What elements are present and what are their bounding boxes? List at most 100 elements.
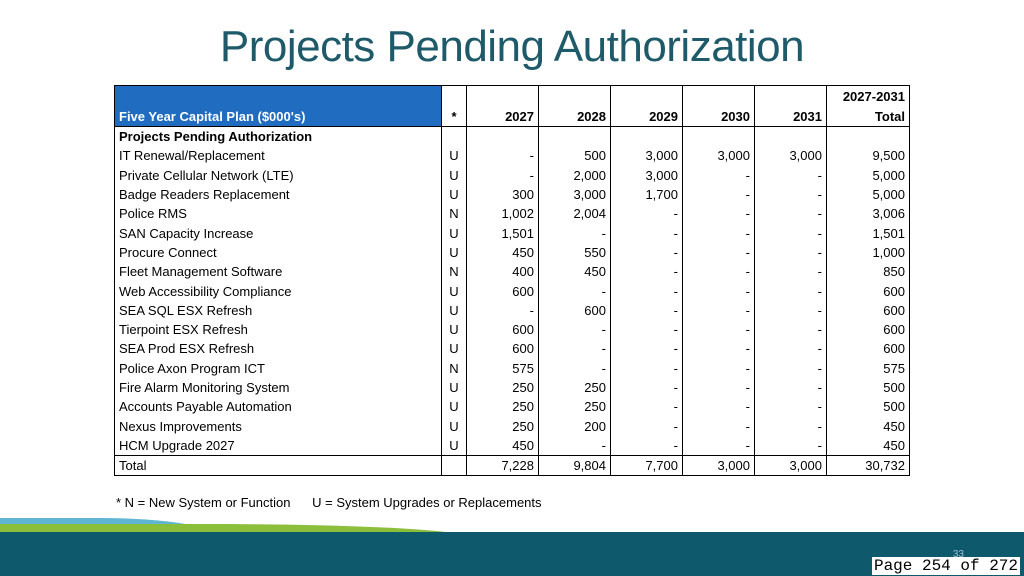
year-value: - xyxy=(610,435,683,456)
year-value: 575 xyxy=(466,358,539,378)
row-total: 3,006 xyxy=(826,204,910,224)
table-row: Procure Connect U 450 550- - -1,000 xyxy=(115,242,910,263)
year-value: 600 xyxy=(538,300,611,320)
year-value: - xyxy=(754,416,827,436)
row-total: 1,501 xyxy=(826,223,910,243)
year-value: 450 xyxy=(466,242,539,263)
total-year-value: 7,700 xyxy=(610,455,683,477)
year-value: 550 xyxy=(538,242,611,263)
project-flag: U xyxy=(441,300,467,320)
year-header: 2030 xyxy=(682,107,755,127)
project-flag: U xyxy=(441,397,467,417)
table-row: Nexus Improvements U 250 200- - -450 xyxy=(115,416,910,436)
year-value: - xyxy=(754,223,827,243)
project-flag: U xyxy=(441,146,467,166)
row-total: 5,000 xyxy=(826,165,910,185)
table-row: Fire Alarm Monitoring System U 250 250- - -50… xyxy=(115,377,910,398)
table-row: IT Renewal/Replacement U -500 3,000 3,000 3,0… xyxy=(115,146,910,166)
project-flag: U xyxy=(441,377,467,398)
year-value: - xyxy=(754,319,827,340)
project-name: Procure Connect xyxy=(119,244,217,260)
year-value: 3,000 xyxy=(610,165,683,185)
table-row: HCM Upgrade 2027 U 450- - - -450 xyxy=(115,435,910,456)
project-name: Tierpoint ESX Refresh xyxy=(119,322,248,338)
year-value: 600 xyxy=(466,319,539,340)
footnote-new: * N = New System or Function xyxy=(116,495,291,510)
year-value: 500 xyxy=(538,146,611,166)
project-name: SEA Prod ESX Refresh xyxy=(119,341,255,357)
table-row: Badge Readers Replacement U 300 3,000 1,700-… xyxy=(115,184,910,205)
year-value: - xyxy=(610,281,683,301)
page-title: Projects Pending Authorization xyxy=(219,22,805,71)
year-value: 450 xyxy=(466,435,539,456)
year-value: 600 xyxy=(466,339,539,359)
year-value: - xyxy=(610,377,683,398)
table-row: Tierpoint ESX Refresh U 600- - - -600 xyxy=(115,319,910,340)
year-value: - xyxy=(538,435,611,456)
year-value: - xyxy=(610,300,683,320)
table-row: Private Cellular Network (LTE) U -2,000 3,0… xyxy=(115,165,910,185)
project-flag: U xyxy=(441,319,467,340)
project-name: Fleet Management Software xyxy=(119,264,283,280)
row-total: 500 xyxy=(826,377,910,398)
project-flag: U xyxy=(441,223,467,243)
year-value: 1,700 xyxy=(610,184,683,205)
row-total: 1,000 xyxy=(826,242,910,263)
year-value: 200 xyxy=(538,416,611,436)
year-header: 2031 xyxy=(754,107,827,127)
year-value: - xyxy=(682,416,755,436)
year-value: 1,002 xyxy=(466,204,539,224)
table-row: Police Axon Program ICT N 575- - - -575 xyxy=(115,358,910,378)
table-row: SEA SQL ESX Refresh U -600- - -600 xyxy=(115,300,910,320)
year-value: 250 xyxy=(466,416,539,436)
plan-label: Five Year Capital Plan ($000's) xyxy=(114,107,442,127)
total-label: Total xyxy=(114,455,442,477)
year-value: - xyxy=(754,242,827,263)
row-total: 450 xyxy=(826,435,910,456)
year-value: - xyxy=(682,358,755,378)
year-value: - xyxy=(682,397,755,417)
year-value: - xyxy=(754,358,827,378)
table-row: Web Accessibility Compliance U 600- - - -600 xyxy=(115,281,910,301)
row-total: 500 xyxy=(826,397,910,417)
page-number: Page 254 of 272 xyxy=(871,557,1020,575)
project-name: Fire Alarm Monitoring System xyxy=(119,380,290,395)
year-value: - xyxy=(754,377,827,398)
year-value: 250 xyxy=(538,377,611,398)
total-year-value: 7,228 xyxy=(466,455,539,477)
year-value: - xyxy=(610,416,683,436)
year-value: 3,000 xyxy=(610,146,683,166)
footnote-upgrade: U = System Upgrades or Replacements xyxy=(312,495,542,510)
year-value: - xyxy=(610,397,683,417)
project-name: Web Accessibility Compliance xyxy=(119,283,292,299)
year-header: 2027 xyxy=(466,107,539,127)
year-value: - xyxy=(754,339,827,359)
capital-plan-table: 2027 - 2031 Five Year Capital Plan ($000's… xyxy=(114,85,910,477)
plan-label-cell-top xyxy=(114,85,442,107)
row-total: 600 xyxy=(826,300,910,320)
year-value: - xyxy=(754,204,827,224)
year-value: - xyxy=(610,242,683,263)
year-value: - xyxy=(682,262,755,282)
year-value: - xyxy=(682,300,755,320)
year-value: 600 xyxy=(466,281,539,301)
year-value: - xyxy=(466,146,539,166)
year-value: - xyxy=(754,397,827,417)
project-flag: N xyxy=(441,262,467,282)
row-total: 600 xyxy=(826,339,910,359)
year-value: 1,501 xyxy=(466,223,539,243)
year-value: - xyxy=(682,223,755,243)
year-value: - xyxy=(754,262,827,282)
table-row: Accounts Payable Automation U 250 250- - -500 xyxy=(115,397,910,417)
year-value: - xyxy=(754,184,827,205)
year-value: - xyxy=(682,281,755,301)
year-value: 3,000 xyxy=(754,146,827,166)
year-value: 250 xyxy=(466,397,539,417)
project-flag: U xyxy=(441,242,467,263)
project-name: IT Renewal/Replacement xyxy=(119,148,265,164)
row-total: 575 xyxy=(826,358,910,378)
project-flag: N xyxy=(441,204,467,224)
total-row: Total 7,228 9,804 7,700 3,000 3,000 30,7… xyxy=(114,455,910,477)
year-header: 2028 xyxy=(538,107,611,127)
year-value: - xyxy=(610,262,683,282)
